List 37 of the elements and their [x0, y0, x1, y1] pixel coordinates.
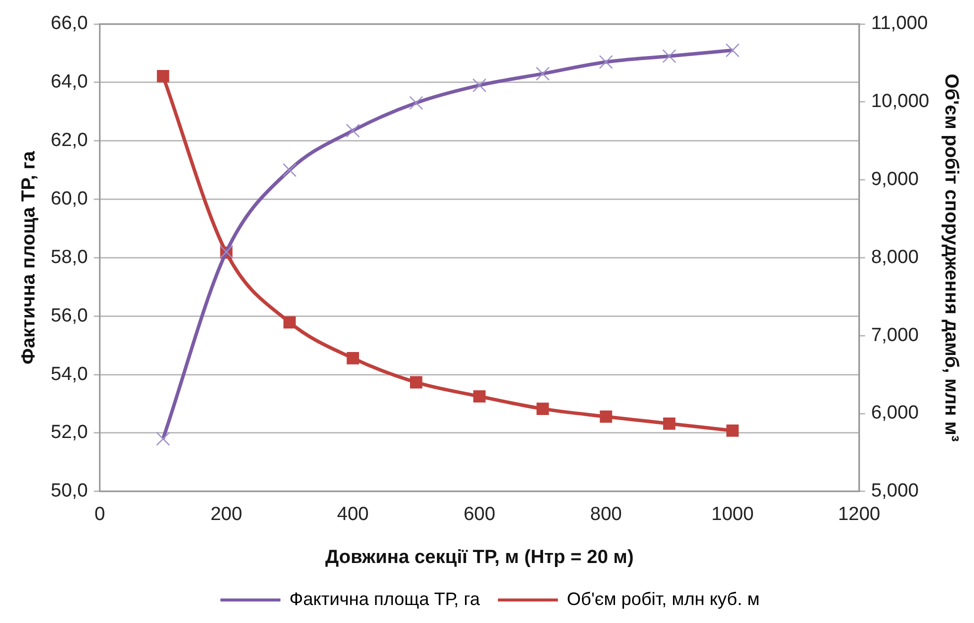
y2-tick-label: 10,000 — [871, 91, 930, 112]
point — [726, 424, 739, 437]
y2-tick-label: 9,000 — [871, 169, 919, 190]
x-tick-label: 800 — [590, 504, 622, 526]
y-tick-label: 54,0 — [50, 364, 88, 385]
legend-label: Фактична площа ТР, га — [289, 588, 481, 609]
x-tick-label: 0 — [94, 504, 106, 526]
point — [410, 376, 422, 388]
point — [346, 352, 360, 364]
y-tick-label: 66,0 — [50, 13, 88, 34]
y2-tick-label: 6,000 — [871, 402, 919, 424]
y2-axis-title: Об'єм робіт спорудження дамб, млн м³ — [940, 74, 962, 442]
y-tick-label: 62,0 — [50, 130, 88, 152]
point — [600, 410, 612, 423]
point — [156, 70, 170, 82]
y2-tick-label: 8,000 — [871, 246, 919, 268]
y-tick-label: 56,0 — [50, 305, 88, 326]
x-tick-label: 400 — [337, 504, 369, 526]
x-tick-label: 1000 — [711, 504, 754, 526]
point — [473, 390, 486, 403]
point — [283, 316, 296, 329]
y2-tick-label: 7,000 — [871, 324, 919, 346]
y-tick-label: 60,0 — [50, 188, 88, 210]
point — [536, 402, 549, 415]
y-tick-label: 50,0 — [50, 480, 88, 502]
x-tick-label: 600 — [464, 504, 496, 526]
x-axis-title: Довжина секції ТР, м (Нтр = 20 м) — [325, 546, 634, 568]
y-tick-label: 58,0 — [50, 246, 88, 268]
x-tick-label: 1200 — [838, 504, 880, 526]
legend-label: Об'єм робіт, млн куб. м — [566, 588, 760, 609]
y2-tick-label: 11,000 — [871, 13, 928, 34]
y-tick-label: 64,0 — [50, 72, 88, 93]
y-axis-title: Фактична площа ТР, га — [18, 150, 40, 364]
y-tick-label: 52,0 — [50, 422, 88, 444]
point — [663, 417, 676, 430]
x-tick-label: 200 — [210, 504, 242, 526]
y2-tick-label: 5,000 — [871, 480, 919, 502]
